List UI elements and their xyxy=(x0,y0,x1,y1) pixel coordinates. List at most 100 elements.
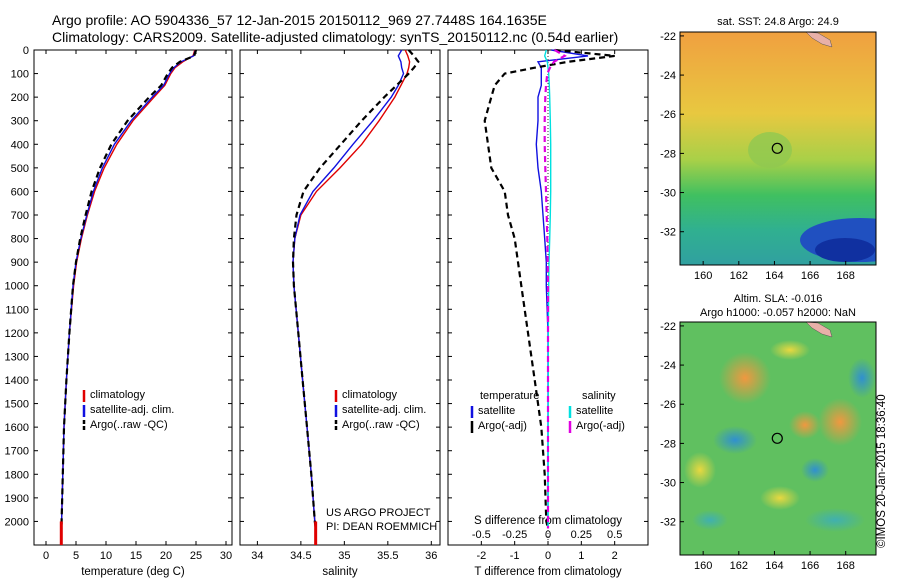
y-tick-label: 1100 xyxy=(5,304,29,316)
legend-label: satellite-adj. clim. xyxy=(90,404,174,416)
y-tick-label: 1200 xyxy=(5,328,29,340)
sst-mid-patch xyxy=(748,132,792,168)
x-tick-label: 20 xyxy=(160,550,172,562)
map-x-tick-label: 168 xyxy=(837,560,855,572)
series-argo-raw-qc- xyxy=(60,49,198,529)
sla-teal-blob-2 xyxy=(805,508,865,532)
sla-map-title-2: Argo h1000: -0.057 h2000: NaN xyxy=(700,307,856,319)
x-tick-label: 1 xyxy=(578,550,584,562)
legend-label: Argo(-adj) xyxy=(478,420,527,432)
map-y-tick-label: -22 xyxy=(660,321,676,333)
x-tick-label: 10 xyxy=(100,550,112,562)
temperature-xlabel: temperature (deg C) xyxy=(81,566,185,578)
series-temperature-argo-adj- xyxy=(483,48,615,529)
y-tick-label: 1600 xyxy=(5,422,29,434)
y-tick-label: 100 xyxy=(11,69,29,81)
series-argo-raw-qc- xyxy=(291,49,420,529)
map-y-tick-label: -24 xyxy=(660,70,676,82)
y-tick-label: 1400 xyxy=(5,375,29,387)
s-tick-label: 0.25 xyxy=(571,529,592,541)
sla-cool-blob-2 xyxy=(848,358,876,398)
x-tick-label: -1 xyxy=(510,550,520,562)
y-tick-label: 900 xyxy=(11,257,29,269)
legend-label: temperature xyxy=(480,390,539,402)
salinity-xlabel: salinity xyxy=(322,566,357,578)
x-tick-label: 35.5 xyxy=(377,550,398,562)
profile-title: Argo profile: AO 5904336_57 12-Jan-2015 … xyxy=(52,12,547,28)
project-annotation: US ARGO PROJECT xyxy=(326,507,431,519)
sla-map-frame xyxy=(679,321,877,556)
x-tick-label: 35 xyxy=(338,550,350,562)
s-tick-label: 0 xyxy=(545,529,551,541)
sla-warm-blob-3 xyxy=(818,398,862,446)
sst-cold-core xyxy=(815,238,875,262)
x-tick-label: 15 xyxy=(130,550,142,562)
s-tick-label: -0.5 xyxy=(472,529,491,541)
sst-map-title: sat. SST: 24.8 Argo: 24.9 xyxy=(717,16,839,28)
temperature-frame xyxy=(33,49,233,546)
difference-panel: -2 -1 0 1 2 T difference from climatology -0.5… xyxy=(447,48,649,578)
map-x-tick-label: 162 xyxy=(730,560,748,572)
legend-label: salinity xyxy=(582,390,616,402)
x-tick-label: 0 xyxy=(43,550,49,562)
legend-label: satellite xyxy=(478,405,515,417)
sst-map xyxy=(680,32,876,265)
map-y-tick-label: -28 xyxy=(660,148,676,160)
x-tick-label: 34 xyxy=(251,550,263,562)
legend-label: Argo(..raw -QC) xyxy=(342,419,420,431)
map-x-tick-label: 166 xyxy=(801,560,819,572)
argo-location-marker xyxy=(771,142,783,154)
legend-label: satellite xyxy=(576,405,613,417)
s-tick-label: -0.25 xyxy=(502,529,527,541)
sla-teal-blob-1 xyxy=(692,510,728,530)
temperature-panel: 0 5 10 15 20 25 30 temperature (deg C) 0 100 200 30… xyxy=(5,45,233,578)
map-y-tick-label: -22 xyxy=(660,31,676,43)
salinity-panel: 34 34.5 35 35.5 36 salinity climatology satelli… xyxy=(239,49,441,578)
map-x-tick-label: 164 xyxy=(765,270,783,282)
map-x-tick-label: 164 xyxy=(765,560,783,572)
x-tick-label: 30 xyxy=(220,550,232,562)
map-y-tick-label: -30 xyxy=(660,478,676,490)
salinity-frame xyxy=(239,49,441,546)
series-satellite-adj-clim- xyxy=(60,49,197,529)
legend-label: climatology xyxy=(90,389,146,401)
map-y-tick-label: -26 xyxy=(660,109,676,121)
sla-warm-blob-2 xyxy=(789,411,821,439)
map-y-tick-label: -30 xyxy=(660,188,676,200)
sla-yellow-blob-1 xyxy=(760,486,800,510)
legend-label: Argo(-adj) xyxy=(576,420,625,432)
sla-cool-blob-3 xyxy=(801,458,829,482)
argo-location-marker xyxy=(771,432,783,444)
sla-warm-blob-1 xyxy=(719,352,771,404)
sla-landmass xyxy=(805,322,833,338)
map-x-tick-label: 166 xyxy=(801,270,819,282)
y-tick-label: 2000 xyxy=(5,516,29,528)
y-tick-label: 700 xyxy=(11,210,29,222)
map-x-tick-label: 160 xyxy=(694,270,712,282)
sla-yellow-blob-3 xyxy=(770,340,810,360)
y-tick-label: 1000 xyxy=(5,281,29,293)
x-tick-label: 25 xyxy=(190,550,202,562)
map-y-tick-label: -26 xyxy=(660,399,676,411)
sla-map-title-1: Altim. SLA: -0.016 xyxy=(734,293,823,305)
map-y-tick-label: -28 xyxy=(660,438,676,450)
y-tick-label: 800 xyxy=(11,234,29,246)
map-x-tick-label: 162 xyxy=(730,270,748,282)
y-tick-label: 1800 xyxy=(5,469,29,481)
x-tick-label: -2 xyxy=(476,550,486,562)
map-y-tick-label: -24 xyxy=(660,360,676,372)
x-tick-label: 2 xyxy=(612,550,618,562)
sla-cool-blob-1 xyxy=(713,426,757,454)
sst-map-frame xyxy=(679,31,877,266)
y-tick-label: 1900 xyxy=(5,493,29,505)
pi-annotation: PI: DEAN ROEMMICH xyxy=(326,521,437,533)
y-tick-label: 200 xyxy=(11,92,29,104)
legend-label: climatology xyxy=(342,389,398,401)
x-tick-label: 0 xyxy=(545,550,551,562)
sst-landmass xyxy=(805,32,833,48)
x-tick-label: 5 xyxy=(73,550,79,562)
series-salinity-argo-adj- xyxy=(543,49,567,529)
y-tick-label: 1300 xyxy=(5,351,29,363)
legend-label: satellite-adj. clim. xyxy=(342,404,426,416)
